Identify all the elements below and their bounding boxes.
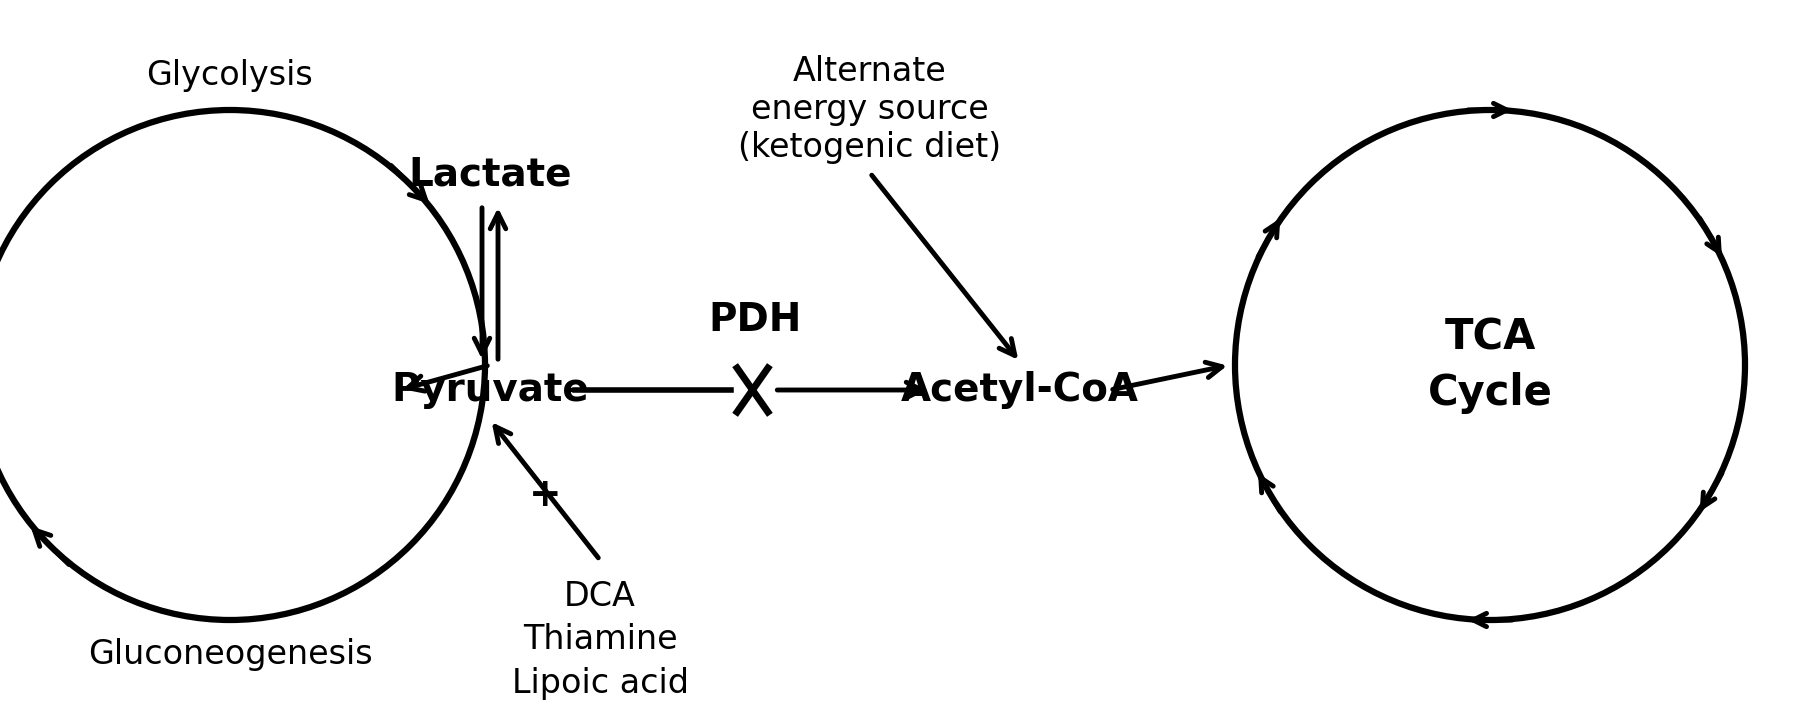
Text: (ketogenic diet): (ketogenic diet) [738, 131, 1001, 164]
Text: PDH: PDH [709, 301, 801, 339]
Text: Lactate: Lactate [409, 156, 572, 194]
Text: energy source: energy source [751, 93, 988, 126]
Text: Alternate: Alternate [794, 55, 947, 88]
Text: Gluconeogenesis: Gluconeogenesis [88, 638, 373, 671]
Text: Pyruvate: Pyruvate [391, 371, 589, 409]
Text: Glycolysis: Glycolysis [146, 59, 313, 92]
Text: Acetyl-CoA: Acetyl-CoA [902, 371, 1139, 409]
Text: +: + [529, 476, 562, 514]
Text: DCA
Thiamine
Lipoic acid: DCA Thiamine Lipoic acid [511, 580, 688, 699]
Text: TCA
Cycle: TCA Cycle [1427, 317, 1552, 414]
